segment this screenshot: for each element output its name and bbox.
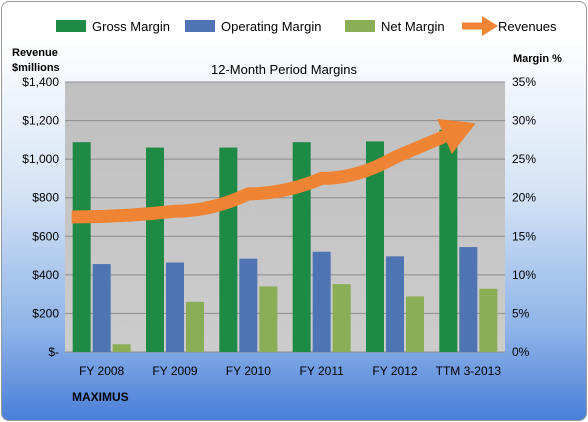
right-tick-label: 15%	[512, 229, 536, 243]
right-tick-label: 30%	[512, 114, 536, 128]
bar-gross-margin-fy-2011	[292, 142, 311, 352]
tick-labels: $- 0% $200 5% $400 10% $600 15% $800 20% $1,000 25%…	[22, 75, 536, 378]
brand-label: MAXIMUS	[72, 390, 129, 404]
legend: Gross Margin Operating Margin Net Margin Re…	[56, 16, 557, 36]
bar-gross-margin-fy-2009	[146, 147, 164, 352]
left-tick-label: $200	[32, 306, 59, 320]
left-tick-label: $600	[32, 229, 59, 243]
chart-title: 12-Month Period Margins	[211, 62, 357, 77]
left-tick-label: $-	[48, 345, 59, 359]
revenue-arrow-shaft	[71, 130, 447, 224]
right-tick-label: 25%	[512, 152, 536, 166]
legend-label-gross-margin: Gross Margin	[92, 19, 170, 34]
bar-gross-margin-fy-2012	[366, 141, 384, 352]
x-tick-label: FY 2012	[372, 364, 417, 378]
legend-swatch-operating-margin	[185, 20, 215, 32]
revenue-arrow	[71, 118, 476, 224]
left-axis-label-line-2: $millions	[12, 62, 60, 74]
right-axis-label: Margin %	[513, 53, 562, 65]
legend-swatch-gross-margin	[56, 20, 86, 32]
right-tick-label: 35%	[512, 75, 536, 89]
x-tick-label: FY 2010	[226, 364, 271, 378]
legend-label-operating-margin: Operating Margin	[221, 19, 321, 34]
bar-net-margin-fy-2011	[332, 284, 351, 352]
right-tick-label: 20%	[512, 191, 536, 205]
legend-swatch-arrow-head	[482, 16, 498, 36]
legend-label-revenues: Revenues	[498, 19, 557, 34]
left-tick-label: $400	[32, 268, 59, 282]
left-tick-label: $1,400	[22, 75, 59, 89]
x-tick-label: TTM 3-2013	[436, 364, 502, 378]
left-tick-label: $1,200	[22, 114, 59, 128]
legend-label-net-margin: Net Margin	[381, 19, 445, 34]
left-tick-label: $1,000	[22, 152, 59, 166]
bar-net-margin-ttm-3-2013	[479, 288, 498, 352]
bar-operating-margin-fy-2009	[166, 262, 184, 352]
x-tick-label: FY 2009	[152, 364, 197, 378]
left-tick-label: $800	[32, 191, 59, 205]
bar-net-margin-fy-2008	[112, 344, 131, 352]
bar-gross-margin-ttm-3-2013	[439, 129, 458, 352]
bar-gross-margin-fy-2008	[72, 142, 91, 352]
right-tick-label: 0%	[512, 345, 530, 359]
x-tick-label: FY 2008	[79, 364, 124, 378]
bar-operating-margin-fy-2011	[312, 251, 331, 352]
bar-operating-margin-fy-2010	[239, 258, 258, 352]
right-tick-label: 5%	[512, 306, 530, 320]
bar-net-margin-fy-2012	[406, 296, 424, 352]
bar-operating-margin-fy-2008	[92, 264, 111, 352]
bar-net-margin-fy-2009	[186, 301, 204, 352]
gridlines	[65, 81, 505, 353]
right-tick-label: 10%	[512, 268, 536, 282]
bar-net-margin-fy-2010	[259, 286, 278, 352]
bar-operating-margin-fy-2012	[386, 256, 404, 352]
bar-operating-margin-ttm-3-2013	[459, 247, 478, 352]
legend-swatch-net-margin	[345, 20, 375, 32]
revenue-arrow-head	[436, 118, 476, 154]
bar-gross-margin-fy-2010	[219, 147, 238, 352]
left-axis-label-line-1: Revenue	[12, 47, 58, 59]
bars	[72, 129, 498, 352]
x-tick-label: FY 2011	[300, 364, 345, 378]
